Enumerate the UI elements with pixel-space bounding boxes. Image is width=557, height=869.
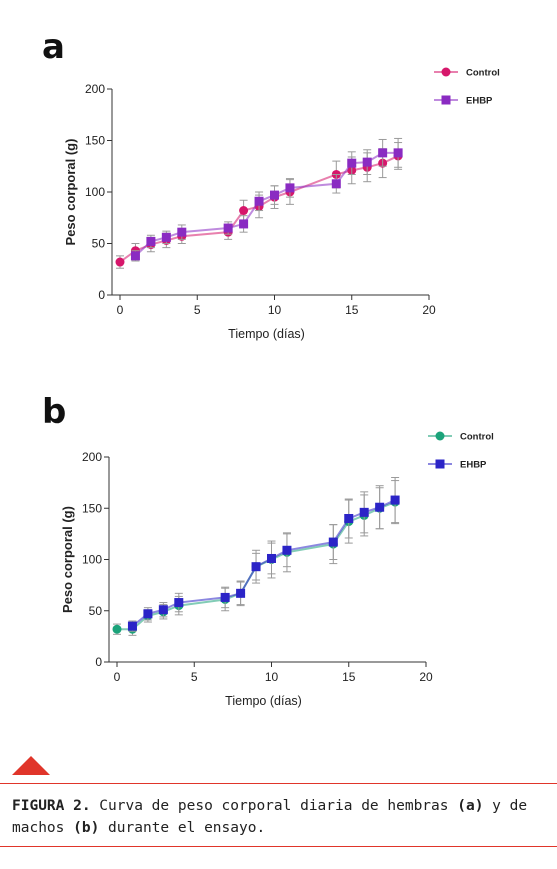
x-tick-label: 15 (342, 670, 356, 684)
x-axis-title: Tiempo (días) (228, 327, 305, 341)
data-point-control (239, 206, 249, 216)
series-ehbp (130, 137, 403, 262)
figure-caption: FIGURA 2. Curva de peso corporal diaria … (12, 795, 532, 839)
y-tick-label: 0 (98, 288, 105, 302)
data-point-control (112, 624, 122, 634)
legend-marker-control (435, 431, 445, 441)
y-axis-title: Peso corporal (g) (63, 139, 78, 246)
data-point-ehbp (254, 196, 264, 206)
legend-item-ehbp: EHBP (428, 459, 487, 471)
series-ehbp (127, 477, 400, 632)
data-point-ehbp (220, 592, 230, 602)
x-axis-title: Tiempo (días) (225, 694, 302, 708)
data-point-control (115, 257, 125, 267)
data-point-ehbp (359, 507, 369, 517)
x-tick-label: 20 (419, 670, 433, 684)
y-tick-label: 50 (89, 604, 103, 618)
legend-label-ehbp: EHBP (466, 96, 493, 107)
data-point-ehbp (328, 537, 338, 547)
x-tick-label: 20 (422, 303, 436, 317)
data-point-ehbp (378, 148, 388, 158)
y-axis-title: Peso corporal (g) (60, 506, 75, 613)
caption-top-rule (0, 783, 557, 784)
caption-bottom-rule (0, 846, 557, 847)
data-point-ehbp (161, 232, 171, 242)
data-point-ehbp (282, 545, 292, 555)
data-point-ehbp (375, 502, 385, 512)
legend-item-ehbp: EHBP (434, 95, 493, 107)
data-point-ehbp (285, 183, 295, 193)
data-point-ehbp (393, 148, 403, 158)
x-tick-label: 0 (117, 303, 124, 317)
data-point-ehbp (177, 227, 187, 237)
y-tick-label: 0 (95, 655, 102, 669)
caption-text-1: Curva de peso corporal diaria de hembras (90, 798, 458, 814)
data-point-ehbp (347, 158, 357, 168)
data-point-ehbp (267, 553, 276, 563)
panel-label-a: a (42, 27, 65, 67)
y-tick-label: 150 (85, 134, 105, 148)
data-point-ehbp (344, 514, 354, 523)
data-point-ehbp (143, 609, 153, 619)
y-tick-label: 200 (82, 450, 102, 464)
data-point-ehbp (174, 598, 184, 608)
caption-ref-b: (b) (73, 820, 100, 836)
chart-a-female-weight: 0 50 100 150 200 0 5 10 15 20 Tiempo (días) Peso co… (63, 67, 500, 341)
x-tick-label: 5 (191, 670, 198, 684)
caption-text-2: y de machos (12, 798, 528, 836)
data-point-ehbp (236, 588, 246, 598)
y-tick-label: 150 (82, 501, 102, 515)
caption-text-3: durante el ensayo. (99, 820, 266, 836)
legend-marker-ehbp (435, 459, 445, 469)
data-point-ehbp (146, 236, 156, 246)
data-point-ehbp (239, 219, 249, 229)
data-point-ehbp (390, 495, 400, 505)
legend-marker-ehbp (441, 95, 451, 105)
data-point-ehbp (362, 157, 372, 167)
caption-ref-a: (a) (457, 798, 484, 814)
legend-marker-control (441, 67, 451, 77)
x-tick-label: 10 (265, 670, 279, 684)
data-point-ehbp (223, 223, 233, 233)
y-tick-label: 100 (82, 553, 102, 567)
data-point-ehbp (331, 179, 341, 189)
panel-label-b: b (42, 392, 67, 432)
legend-label-control: Control (466, 68, 500, 79)
caption-triangle-icon (12, 756, 50, 775)
legend-item-control: Control (428, 431, 494, 443)
legend-label-control: Control (460, 432, 494, 443)
legend-label-ehbp: EHBP (460, 460, 487, 471)
y-tick-label: 100 (85, 185, 105, 199)
y-tick-label: 200 (85, 82, 105, 96)
caption-label: FIGURA 2. (12, 798, 91, 814)
data-point-ehbp (251, 562, 261, 572)
legend-item-control: Control (434, 67, 500, 79)
x-tick-label: 15 (345, 303, 359, 317)
data-point-ehbp (127, 621, 137, 631)
chart-b-male-weight: 0 50 100 150 200 0 5 10 15 20 Tiempo (días) Peso co… (60, 431, 494, 708)
data-point-ehbp (130, 251, 140, 261)
x-tick-label: 5 (194, 303, 201, 317)
x-tick-label: 0 (114, 670, 121, 684)
data-point-ehbp (158, 605, 168, 615)
x-tick-label: 10 (268, 303, 282, 317)
y-tick-label: 50 (92, 237, 106, 251)
data-point-ehbp (270, 190, 279, 200)
